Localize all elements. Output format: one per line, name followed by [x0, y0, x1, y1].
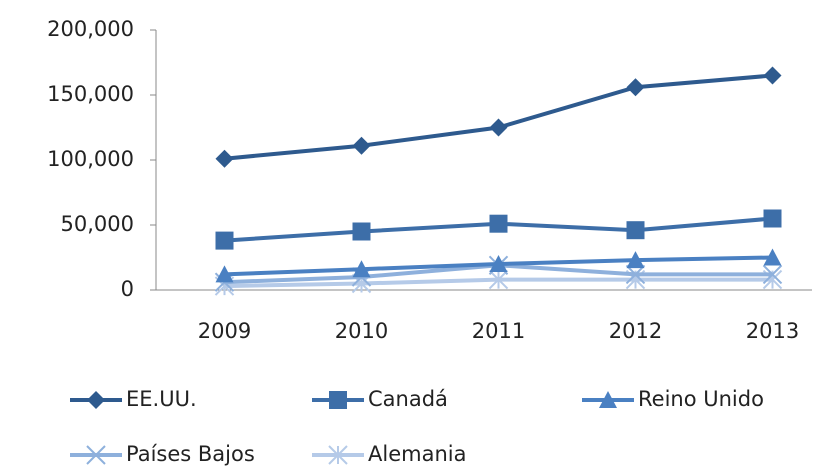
marker [599, 391, 617, 408]
marker [328, 445, 348, 465]
marker [626, 78, 645, 97]
y-tick-label: 200,000 [47, 17, 134, 41]
marker [215, 231, 234, 250]
marker [215, 265, 234, 283]
marker [215, 149, 234, 168]
marker [489, 255, 508, 272]
marker [763, 209, 782, 228]
x-tick-label: 2011 [472, 319, 525, 343]
marker [763, 66, 782, 85]
x-tick-label: 2012 [609, 319, 662, 343]
x-tick-label: 2009 [198, 319, 251, 343]
marker [625, 264, 646, 285]
legend-label: Alemania [368, 442, 466, 466]
x-tick-label: 2010 [335, 319, 388, 343]
y-tick-label: 50,000 [61, 212, 134, 236]
marker [352, 222, 371, 241]
y-tick-label: 150,000 [47, 82, 134, 106]
marker [489, 118, 508, 137]
y-tick-label: 0 [121, 277, 134, 301]
marker [489, 214, 508, 233]
marker [86, 445, 106, 465]
marker [626, 221, 645, 240]
y-tick-label: 100,000 [47, 147, 134, 171]
legend-label: Canadá [368, 387, 448, 411]
marker [87, 391, 105, 409]
legend-label: EE.UU. [126, 387, 197, 411]
marker [352, 260, 371, 278]
marker [763, 248, 782, 266]
marker [762, 264, 783, 285]
series-line [224, 73, 773, 161]
x-tick-label: 2013 [746, 319, 799, 343]
marker [488, 269, 509, 290]
marker [352, 136, 371, 155]
legend-label: Reino Unido [638, 387, 764, 411]
marker [329, 391, 347, 409]
legend-label: Países Bajos [126, 442, 255, 466]
marker [626, 251, 645, 269]
